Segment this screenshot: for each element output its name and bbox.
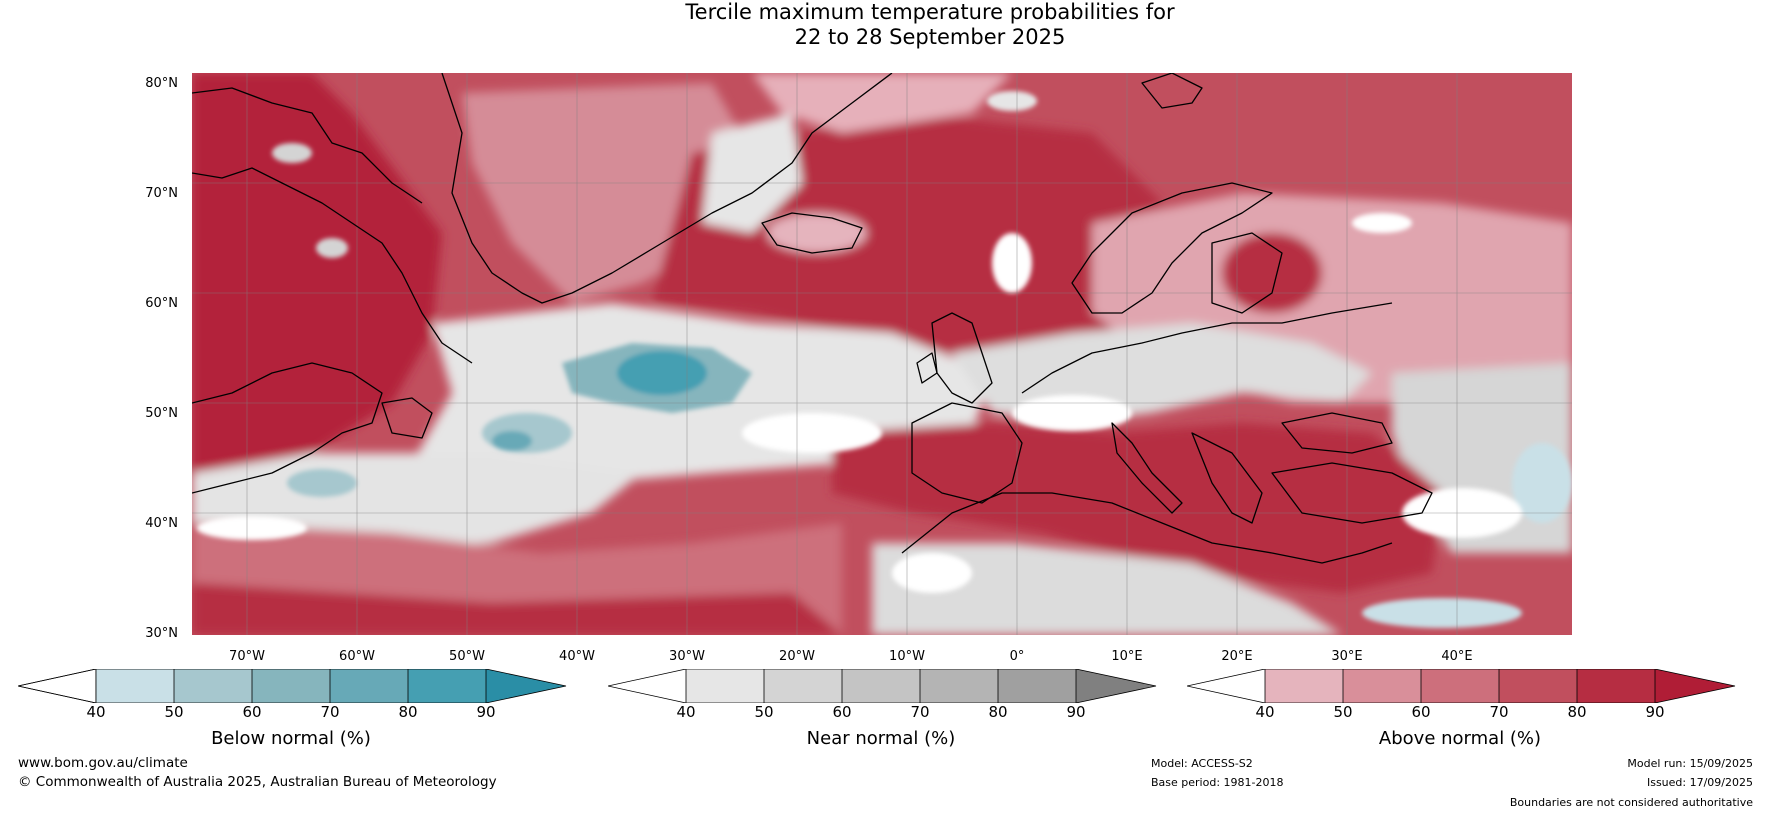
map-canvas (192, 73, 1572, 635)
colorbar-near-tick-40: 40 (676, 703, 696, 721)
colorbar-near-bin-40-50 (686, 669, 764, 703)
lat-label-80n: 80°N (145, 76, 178, 91)
lon-label-50w: 50°W (449, 649, 485, 664)
colorbar-above-tick-50: 50 (1333, 703, 1353, 721)
colorbar-near-title: Near normal (%) (806, 728, 956, 749)
colorbar-above-normal (1187, 669, 1736, 703)
colorbar-above-extend-low (1187, 669, 1265, 703)
lat-label-40n: 40°N (145, 516, 178, 531)
colorbar-below-extend-low (18, 669, 97, 703)
probability-map (192, 73, 1572, 635)
colorbar-above-bin-40-50 (1265, 669, 1343, 703)
lat-label-50n: 50°N (145, 406, 178, 421)
colorbar-below-normal (18, 669, 567, 703)
footer-issued: Issued: 17/09/2025 (1646, 776, 1753, 789)
colorbar-below-tick-80: 80 (398, 703, 418, 721)
colorbar-above-extend-high (1655, 669, 1735, 703)
colorbar-above-tick-80: 80 (1567, 703, 1587, 721)
coastlines (192, 73, 1433, 564)
colorbar-below-bin-40-50 (96, 669, 174, 703)
map-title-line1: Tercile maximum temperature probabilitie… (685, 0, 1175, 24)
colorbar-near-normal (608, 669, 1157, 703)
colorbar-above-tick-40: 40 (1255, 703, 1275, 721)
map-title-line2: 22 to 28 September 2025 (794, 25, 1066, 49)
lon-label-0: 0° (1009, 649, 1025, 664)
lon-label-30e: 30°E (1331, 649, 1363, 664)
lon-label-30w: 30°W (669, 649, 705, 664)
lat-label-30n: 30°N (145, 626, 178, 641)
lat-label-60n: 60°N (145, 296, 178, 311)
footer-disclaimer: Boundaries are not considered authoritat… (1509, 796, 1753, 809)
colorbar-above-bin-80-90 (1577, 669, 1655, 703)
colorbar-below-tick-50: 50 (164, 703, 184, 721)
lat-label-70n: 70°N (145, 186, 178, 201)
footer-website: www.bom.gov.au/climate (18, 755, 188, 771)
colorbar-near-tick-50: 50 (754, 703, 774, 721)
colorbar-below-extend-high (486, 669, 566, 703)
lon-label-60w: 60°W (339, 649, 375, 664)
lon-label-20w: 20°W (779, 649, 815, 664)
colorbar-below-tick-40: 40 (86, 703, 106, 721)
colorbar-above-bin-70-80 (1499, 669, 1577, 703)
graticule (192, 73, 1572, 635)
colorbar-above-tick-90: 90 (1645, 703, 1665, 721)
lon-label-20e: 20°E (1221, 649, 1253, 664)
footer-base-period: Base period: 1981-2018 (1151, 776, 1284, 789)
colorbar-above-title: Above normal (%) (1378, 728, 1542, 749)
map-title: Tercile maximum temperature probabilitie… (0, 0, 1770, 50)
colorbar-near-tick-60: 60 (832, 703, 852, 721)
colorbar-near-extend-low (608, 669, 686, 703)
colorbar-above-bin-60-70 (1421, 669, 1499, 703)
colorbar-below-title: Below normal (%) (211, 728, 371, 749)
lon-label-70w: 70°W (229, 649, 265, 664)
colorbar-near-bin-70-80 (920, 669, 998, 703)
colorbar-above-tick-70: 70 (1489, 703, 1509, 721)
colorbar-near-tick-90: 90 (1066, 703, 1086, 721)
colorbar-near-bin-80-90 (998, 669, 1076, 703)
lon-label-40w: 40°W (559, 649, 595, 664)
footer-model: Model: ACCESS-S2 (1151, 757, 1253, 770)
lon-label-10w: 10°W (889, 649, 925, 664)
colorbar-near-tick-70: 70 (910, 703, 930, 721)
colorbar-above-bin-50-60 (1343, 669, 1421, 703)
colorbar-below-bin-60-70 (252, 669, 330, 703)
colorbar-below-bin-80-90 (408, 669, 486, 703)
lon-label-40e: 40°E (1441, 649, 1473, 664)
colorbar-below-bin-70-80 (330, 669, 408, 703)
colorbar-near-bin-50-60 (764, 669, 842, 703)
footer-model-run: Model run: 15/09/2025 (1627, 757, 1753, 770)
footer-copyright: © Commonwealth of Australia 2025, Austra… (18, 774, 497, 790)
colorbar-near-tick-80: 80 (988, 703, 1008, 721)
colorbar-below-bin-50-60 (174, 669, 252, 703)
colorbar-near-bin-60-70 (842, 669, 920, 703)
colorbar-near-extend-high (1076, 669, 1156, 703)
colorbar-below-tick-60: 60 (242, 703, 262, 721)
lon-label-10e: 10°E (1111, 649, 1143, 664)
colorbar-below-tick-90: 90 (476, 703, 496, 721)
colorbar-below-tick-70: 70 (320, 703, 340, 721)
colorbar-above-tick-60: 60 (1411, 703, 1431, 721)
